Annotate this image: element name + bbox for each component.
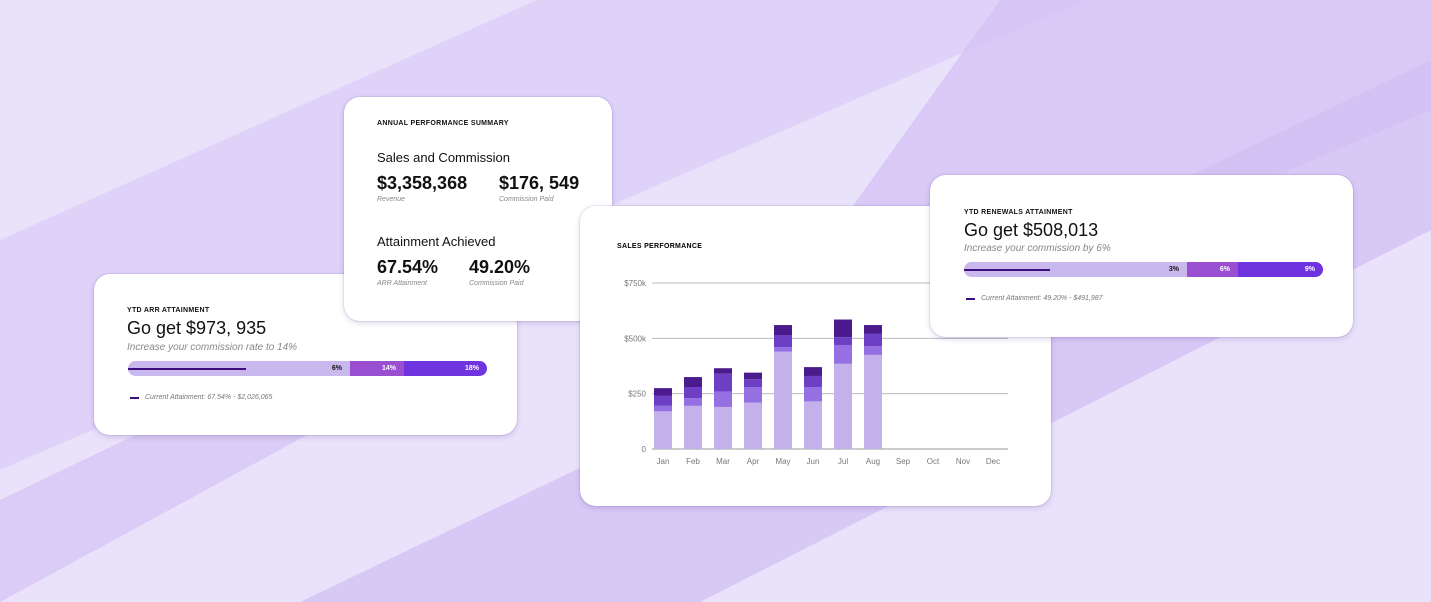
tier: 9% [1238,262,1323,277]
bar-segment [804,401,822,449]
sales-card: SALES PERFORMANCE 0 $250 $500k $750k Jan Feb M… [580,206,1051,506]
bar-segment [774,325,792,336]
bar-segment [744,387,762,403]
bar-segment [864,333,882,347]
bar-segment [714,368,732,374]
section-title: Attainment Achieved [377,234,496,249]
bar-segment [684,377,702,388]
x-tick-label: Nov [956,457,970,466]
attainment-marker [128,368,246,370]
y-tick-label: 0 [642,445,647,454]
bar-segment [714,391,732,407]
bar-segment [684,405,702,449]
metric-label: Commission Paid [469,280,524,287]
tier: 14% [350,361,404,376]
renewals-card: YTD RENEWALS ATTAINMENT Go get $508,013 … [930,175,1353,337]
bar-segment [864,354,882,449]
x-tick-label: Sep [896,457,911,466]
y-tick-label: $750k [624,279,647,288]
bar-segment [654,411,672,449]
attainment-marker [964,269,1050,271]
metric-label: ARR Attainment [377,280,427,287]
bar-segment [654,388,672,396]
bar-segment [744,402,762,449]
metric-label: Revenue [377,196,406,203]
metric-value: 49.20% [469,257,531,277]
bar-segment [714,406,732,449]
bar-segment [744,372,762,380]
legend-text: Current Attainment: 67.54% - $2,026,065 [145,394,273,401]
summary-card: ANNUAL PERFORMANCE SUMMARY Sales and Com… [344,97,612,321]
metric-value: $176, 549 [499,173,580,193]
card-subtitle: Increase your commission by 6% [964,243,1111,254]
x-tick-label: May [775,457,790,466]
bar-segment [654,395,672,406]
x-tick-label: Dec [986,457,1000,466]
bar-segment [834,337,852,345]
bar-segment [834,319,852,338]
x-tick-label: Feb [686,457,700,466]
card-heading: YTD ARR ATTAINMENT [127,307,210,314]
tier: 6% [1187,262,1238,277]
x-tick-label: Aug [866,457,880,466]
metric-value: $3,358,368 [377,173,468,193]
tier-bar: 3% 6% 9% [964,262,1323,277]
bar-segment [774,351,792,449]
bar-segment [864,325,882,334]
metric-value: 67.54% [377,257,439,277]
x-tick-label: Apr [747,457,760,466]
bar-segment [834,344,852,364]
bar-segment [804,367,822,376]
card-heading: YTD RENEWALS ATTAINMENT [964,209,1073,216]
metric-label: Commission Paid [499,196,554,203]
tier: 18% [404,361,487,376]
legend-text: Current Attainment: 49.20% - $491,987 [981,295,1103,302]
x-tick-label: Oct [927,457,940,466]
x-tick-label: Jul [838,457,848,466]
y-tick-label: $250 [628,390,646,399]
legend-swatch [130,396,139,399]
card-title: Go get $508,013 [964,220,1099,240]
bar-segment [744,379,762,388]
legend: Current Attainment: 49.20% - $491,987 [966,295,1103,302]
chart-title: SALES PERFORMANCE [617,243,702,250]
legend-swatch [966,297,975,300]
x-tick-label: Mar [716,457,730,466]
card-subtitle: Increase your commission rate to 14% [127,342,298,353]
legend: Current Attainment: 67.54% - $2,026,065 [130,394,272,401]
card-title: Go get $973, 935 [127,318,267,338]
bar-segment [834,363,852,449]
bar-segment [654,405,672,412]
x-tick-label: Jan [657,457,670,466]
tier: 3% [964,262,1187,277]
bar-segment [804,375,822,388]
bar-segment [774,335,792,348]
bar-segment [774,347,792,352]
card-heading: ANNUAL PERFORMANCE SUMMARY [377,120,509,127]
bar-segment [864,346,882,355]
bar-segment [714,373,732,392]
bar-segment [804,387,822,402]
bar-segment [684,398,702,406]
chart: SALES PERFORMANCE 0 $250 $500k $750k Jan Feb M… [617,243,1008,466]
y-tick-label: $500k [624,334,647,343]
bar-segment [684,387,702,399]
section-title: Sales and Commission [377,150,510,165]
x-tick-label: Jun [807,457,820,466]
tier-bar: 6% 14% 18% [128,361,487,376]
